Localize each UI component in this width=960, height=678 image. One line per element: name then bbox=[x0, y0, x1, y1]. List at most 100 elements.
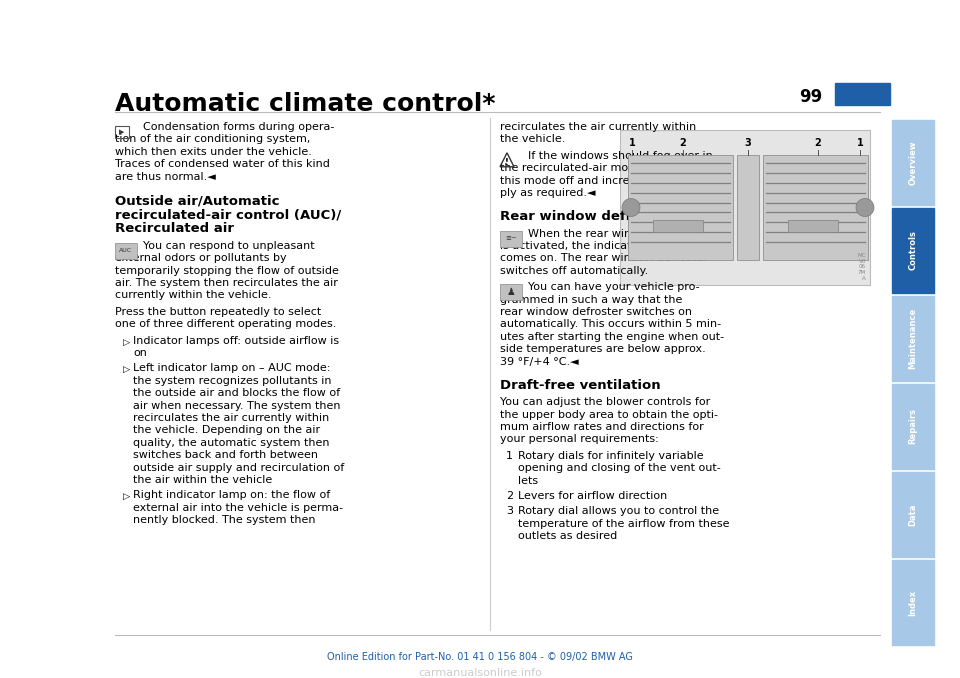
Text: nently blocked. The system then: nently blocked. The system then bbox=[133, 515, 316, 525]
Bar bbox=[737, 155, 759, 260]
Text: Traces of condensed water of this kind: Traces of condensed water of this kind bbox=[115, 159, 330, 170]
Text: quality, the automatic system then: quality, the automatic system then bbox=[133, 438, 329, 447]
Text: automatically. This occurs within 5 min-: automatically. This occurs within 5 min- bbox=[500, 319, 721, 330]
Text: Online Edition for Part-No. 01 41 0 156 804 - © 09/02 BMW AG: Online Edition for Part-No. 01 41 0 156 … bbox=[327, 652, 633, 662]
Text: ≡~: ≡~ bbox=[505, 236, 516, 241]
Text: utes after starting the engine when out-: utes after starting the engine when out- bbox=[500, 332, 724, 342]
Bar bbox=[892, 296, 934, 381]
Text: Draft-free ventilation: Draft-free ventilation bbox=[500, 379, 660, 392]
Bar bbox=[835, 83, 890, 105]
Text: outside air supply and recirculation of: outside air supply and recirculation of bbox=[133, 462, 345, 473]
Text: the system recognizes pollutants in: the system recognizes pollutants in bbox=[133, 376, 331, 386]
Text: recirculates the air currently within: recirculates the air currently within bbox=[500, 122, 696, 132]
Circle shape bbox=[622, 199, 640, 216]
Text: switches back and forth between: switches back and forth between bbox=[133, 450, 318, 460]
Text: the air within the vehicle: the air within the vehicle bbox=[133, 475, 273, 485]
Text: You can have your vehicle pro-: You can have your vehicle pro- bbox=[528, 282, 700, 292]
Text: lets: lets bbox=[518, 476, 539, 485]
Text: Maintenance: Maintenance bbox=[908, 308, 918, 369]
Text: !: ! bbox=[505, 158, 509, 167]
Bar bbox=[0, 0, 960, 80]
Text: You can adjust the blower controls for: You can adjust the blower controls for bbox=[500, 397, 710, 407]
Text: 2: 2 bbox=[680, 138, 686, 148]
Text: recirculated-air control (AUC)/: recirculated-air control (AUC)/ bbox=[115, 208, 341, 221]
Text: side temperatures are below approx.: side temperatures are below approx. bbox=[500, 344, 706, 354]
Text: the vehicle. Depending on the air: the vehicle. Depending on the air bbox=[133, 425, 320, 435]
Text: ▷: ▷ bbox=[123, 338, 131, 346]
Text: air when necessary. The system then: air when necessary. The system then bbox=[133, 401, 341, 411]
Text: If the windows should fog over in: If the windows should fog over in bbox=[528, 151, 712, 161]
Bar bbox=[500, 284, 522, 300]
Text: this mode off and increase the air sup-: this mode off and increase the air sup- bbox=[500, 176, 716, 186]
Text: AUC: AUC bbox=[119, 248, 132, 254]
Text: the recirculated-air mode, switch: the recirculated-air mode, switch bbox=[500, 163, 684, 173]
Text: ▶: ▶ bbox=[119, 129, 125, 135]
Text: temperature of the airflow from these: temperature of the airflow from these bbox=[518, 519, 730, 529]
Text: are thus normal.◄: are thus normal.◄ bbox=[115, 172, 216, 182]
Text: rear window defroster switches on: rear window defroster switches on bbox=[500, 307, 692, 317]
Text: switches off automatically.: switches off automatically. bbox=[500, 266, 648, 276]
Text: ♟: ♟ bbox=[507, 287, 516, 297]
Text: the outside air and blocks the flow of: the outside air and blocks the flow of bbox=[133, 388, 340, 398]
Bar bbox=[892, 472, 934, 557]
Text: temporarily stopping the flow of outside: temporarily stopping the flow of outside bbox=[115, 266, 339, 275]
Text: 99: 99 bbox=[799, 88, 822, 106]
Text: Rotary dials for infinitely variable: Rotary dials for infinitely variable bbox=[518, 451, 704, 461]
Text: your personal requirements:: your personal requirements: bbox=[500, 435, 659, 445]
Text: Rotary dial allows you to control the: Rotary dial allows you to control the bbox=[518, 506, 719, 517]
Text: Overview: Overview bbox=[908, 140, 918, 184]
Text: 2: 2 bbox=[815, 138, 822, 148]
Text: ply as required.◄: ply as required.◄ bbox=[500, 188, 595, 198]
Text: 3: 3 bbox=[745, 138, 752, 148]
Text: When the rear window defroster: When the rear window defroster bbox=[528, 228, 708, 239]
Bar bbox=[892, 120, 934, 205]
Text: 2: 2 bbox=[506, 491, 514, 501]
Bar bbox=[892, 560, 934, 645]
Text: Levers for airflow direction: Levers for airflow direction bbox=[518, 491, 667, 501]
Text: Condensation forms during opera-: Condensation forms during opera- bbox=[143, 122, 334, 132]
Bar bbox=[892, 384, 934, 469]
Text: MC
V0
06
7M
A: MC V0 06 7M A bbox=[857, 253, 866, 281]
Text: mum airflow rates and directions for: mum airflow rates and directions for bbox=[500, 422, 704, 432]
Text: 1: 1 bbox=[506, 451, 513, 461]
Bar bbox=[628, 155, 733, 260]
Text: tion of the air conditioning system,: tion of the air conditioning system, bbox=[115, 134, 310, 144]
Bar bbox=[115, 243, 137, 259]
Text: opening and closing of the vent out-: opening and closing of the vent out- bbox=[518, 463, 721, 473]
Text: You can respond to unpleasant: You can respond to unpleasant bbox=[143, 241, 315, 251]
Text: comes on. The rear window defroster: comes on. The rear window defroster bbox=[500, 254, 708, 264]
Text: Press the button repeatedly to select: Press the button repeatedly to select bbox=[115, 306, 322, 317]
Text: ▷: ▷ bbox=[123, 365, 131, 374]
Text: 3: 3 bbox=[506, 506, 513, 517]
Bar bbox=[653, 220, 703, 232]
Bar bbox=[620, 130, 870, 285]
Text: recirculates the air currently within: recirculates the air currently within bbox=[133, 413, 329, 423]
Text: Right indicator lamp on: the flow of: Right indicator lamp on: the flow of bbox=[133, 490, 330, 500]
Text: 39 °F/+4 °C.◄: 39 °F/+4 °C.◄ bbox=[500, 357, 579, 367]
Text: ▷: ▷ bbox=[123, 492, 131, 501]
Text: 1: 1 bbox=[856, 138, 863, 148]
Text: Index: Index bbox=[908, 589, 918, 616]
Text: currently within the vehicle.: currently within the vehicle. bbox=[115, 290, 272, 300]
Text: 1: 1 bbox=[629, 138, 636, 148]
Text: is activated, the indicator lamp: is activated, the indicator lamp bbox=[500, 241, 674, 251]
Text: external air into the vehicle is perma-: external air into the vehicle is perma- bbox=[133, 503, 343, 513]
Text: Outside air/Automatic: Outside air/Automatic bbox=[115, 194, 279, 207]
Text: one of three different operating modes.: one of three different operating modes. bbox=[115, 319, 336, 329]
Text: Data: Data bbox=[908, 503, 918, 525]
Text: Automatic climate control*: Automatic climate control* bbox=[115, 92, 495, 116]
Text: the vehicle.: the vehicle. bbox=[500, 134, 565, 144]
Bar bbox=[788, 220, 838, 232]
Bar bbox=[763, 155, 868, 260]
Text: Left indicator lamp on – AUC mode:: Left indicator lamp on – AUC mode: bbox=[133, 363, 330, 374]
Text: Repairs: Repairs bbox=[908, 409, 918, 445]
Bar bbox=[892, 208, 934, 293]
Text: Controls: Controls bbox=[908, 231, 918, 271]
Text: carmanualsonline.info: carmanualsonline.info bbox=[418, 668, 542, 678]
Text: air. The system then recirculates the air: air. The system then recirculates the ai… bbox=[115, 278, 338, 288]
Circle shape bbox=[856, 199, 874, 216]
Text: Rear window defroster: Rear window defroster bbox=[500, 210, 671, 223]
Text: external odors or pollutants by: external odors or pollutants by bbox=[115, 253, 287, 263]
Text: outlets as desired: outlets as desired bbox=[518, 532, 617, 541]
Text: on: on bbox=[133, 348, 147, 358]
